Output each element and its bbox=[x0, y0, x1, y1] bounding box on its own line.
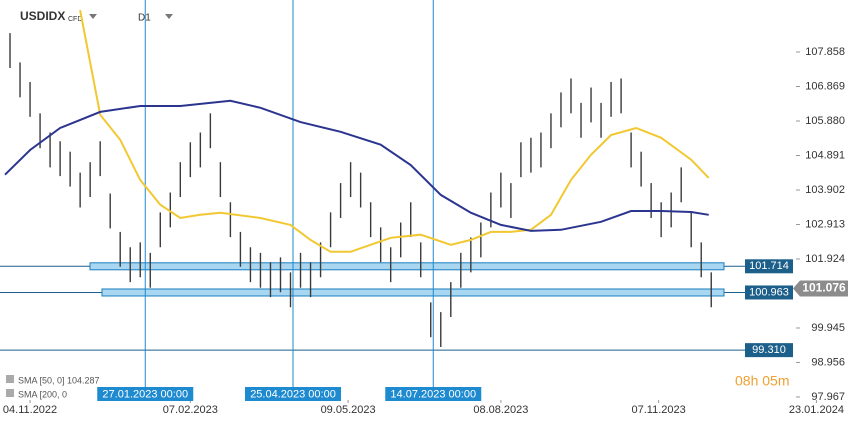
legend-checkbox[interactable] bbox=[6, 375, 14, 383]
level-zone bbox=[89, 262, 725, 271]
x-tick-label: 09.05.2023 bbox=[321, 404, 376, 416]
x-tick-label: 07.11.2023 bbox=[632, 404, 686, 416]
symbol[interactable]: USDIDX bbox=[20, 9, 65, 23]
x-tick-label: 07.02.2023 bbox=[163, 404, 218, 416]
legend-icons bbox=[6, 375, 14, 397]
x-tick-label: 04.11.2022 bbox=[3, 404, 57, 416]
y-tick-label: 103.902 bbox=[805, 184, 845, 196]
indicator-legend: SMA [50, 0] 104.287 bbox=[18, 375, 100, 385]
indicator-line bbox=[79, 9, 710, 253]
y-tick-label: 98.956 bbox=[811, 356, 845, 368]
level-badge-label: 101.714 bbox=[749, 260, 789, 272]
price-badge-label: 101.076 bbox=[802, 281, 846, 295]
y-tick-label: 99.945 bbox=[811, 322, 845, 334]
level-badge-label: 100.963 bbox=[749, 286, 789, 298]
dropdown-arrow[interactable] bbox=[165, 14, 173, 19]
y-tick-label: 105.880 bbox=[805, 115, 845, 127]
y-tick-label: 97.967 bbox=[811, 391, 845, 403]
x-tick-label: 23.01.2024 bbox=[789, 404, 844, 416]
level-zone bbox=[101, 288, 725, 297]
timer: 08h 05m bbox=[735, 373, 789, 389]
indicator-legend: SMA [200, 0 bbox=[18, 389, 67, 399]
marker-label-box bbox=[385, 387, 482, 401]
indicator-line bbox=[4, 99, 709, 232]
timeframe[interactable]: D1 bbox=[138, 13, 151, 24]
x-tick-label: 08.08.2023 bbox=[473, 404, 528, 416]
dropdown-arrow[interactable] bbox=[89, 14, 97, 19]
marker-label-box bbox=[97, 387, 194, 401]
legend-checkbox[interactable] bbox=[6, 389, 14, 397]
y-tick-label: 102.913 bbox=[805, 218, 845, 230]
price-badge bbox=[793, 280, 848, 297]
y-tick-label: 106.869 bbox=[805, 80, 845, 92]
instrument-kind: CFD bbox=[68, 16, 82, 23]
marker-label: 25.04.2023 00:00 bbox=[250, 388, 336, 400]
marker-label: 27.01.2023 00:00 bbox=[102, 388, 188, 400]
y-tick-label: 101.924 bbox=[805, 253, 845, 265]
level-badge bbox=[745, 259, 793, 274]
y-tick-label: 104.891 bbox=[805, 149, 845, 161]
marker-label-box bbox=[245, 387, 342, 401]
marker-label: 14.07.2023 00:00 bbox=[390, 388, 476, 400]
y-tick-label: 107.858 bbox=[805, 46, 845, 58]
level-badge-label: 99.310 bbox=[752, 344, 786, 356]
level-badge bbox=[745, 285, 793, 300]
level-badge bbox=[745, 343, 793, 358]
